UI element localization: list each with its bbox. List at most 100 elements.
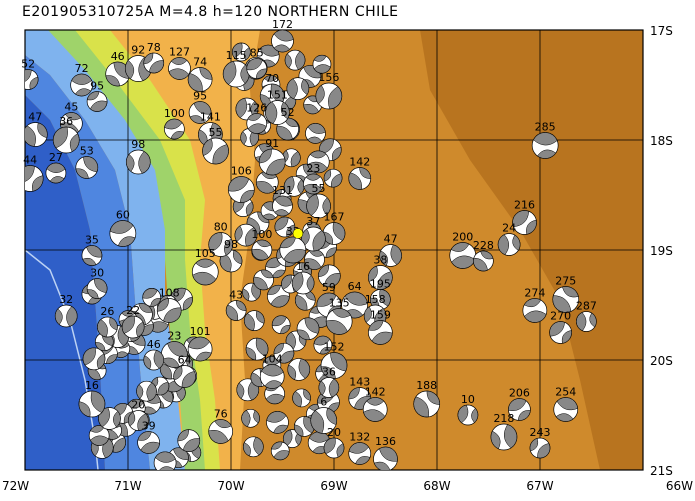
event-depth-label: 159 bbox=[370, 309, 391, 322]
beachball bbox=[296, 317, 320, 341]
beachball bbox=[143, 52, 165, 74]
beachball bbox=[271, 30, 294, 53]
event-depth-label: 254 bbox=[555, 386, 576, 399]
beachball bbox=[449, 242, 477, 269]
beachball bbox=[265, 100, 290, 125]
beachball bbox=[245, 337, 269, 361]
beachball bbox=[156, 298, 182, 323]
beachball bbox=[231, 42, 251, 62]
beachball bbox=[208, 232, 234, 257]
beachball bbox=[259, 364, 285, 389]
event-depth-label: 46 bbox=[147, 338, 161, 351]
event-depth-label: 115 bbox=[226, 49, 247, 62]
beachball bbox=[191, 258, 219, 286]
beachball bbox=[318, 138, 342, 162]
beachball bbox=[292, 388, 311, 408]
beachball bbox=[283, 175, 305, 197]
beachball bbox=[310, 407, 338, 434]
beachball bbox=[552, 286, 580, 313]
event-depth-label: 218 bbox=[493, 412, 514, 425]
beachball bbox=[246, 58, 268, 79]
beachball bbox=[490, 423, 518, 451]
longitude-tick-label: 67W bbox=[526, 479, 553, 493]
focal-mechanism-events bbox=[25, 30, 597, 470]
beachball bbox=[52, 126, 80, 154]
event-depth-label: 76 bbox=[214, 408, 228, 421]
event-depth-label: 47 bbox=[28, 111, 42, 124]
beachball bbox=[286, 77, 310, 100]
beachball bbox=[368, 320, 393, 345]
beachball bbox=[273, 342, 295, 364]
beachball bbox=[78, 390, 106, 418]
event-depth-label: 30 bbox=[90, 267, 104, 280]
event-depth-label: 16 bbox=[296, 260, 310, 273]
event-depth-label: 106 bbox=[231, 165, 252, 178]
latitude-tick-label: 18S bbox=[650, 134, 673, 148]
event-depth-label: 32 bbox=[59, 293, 73, 306]
event-depth-label: 158 bbox=[365, 293, 386, 306]
beachball bbox=[318, 377, 340, 398]
beachball bbox=[81, 245, 103, 266]
longitude-tick-label: 71W bbox=[114, 479, 141, 493]
latitude-tick-label: 19S bbox=[650, 244, 673, 258]
event-depth-label: 70 bbox=[265, 72, 279, 85]
beachball bbox=[173, 365, 196, 388]
beachball bbox=[313, 335, 333, 355]
event-depth-label: 55 bbox=[209, 126, 223, 139]
latitude-tick-label: 20S bbox=[650, 354, 673, 368]
beachball bbox=[251, 239, 273, 261]
beachball bbox=[25, 122, 48, 147]
beachball bbox=[512, 210, 537, 235]
event-depth-label: 39 bbox=[142, 420, 156, 433]
beachball bbox=[457, 404, 479, 426]
event-depth-label: 22 bbox=[126, 304, 140, 317]
beachball bbox=[164, 118, 185, 140]
beachball bbox=[272, 195, 293, 217]
event-depth-label: 275 bbox=[555, 275, 576, 288]
event-depth-label: 53 bbox=[80, 145, 94, 158]
event-depth-label: 156 bbox=[318, 71, 339, 84]
beachball bbox=[315, 82, 343, 110]
event-depth-label: 200 bbox=[452, 231, 473, 244]
beachball bbox=[98, 407, 121, 430]
beachball bbox=[177, 429, 201, 452]
beachball bbox=[227, 176, 255, 203]
beachball bbox=[142, 288, 162, 307]
event-depth-label: 287 bbox=[576, 300, 597, 313]
beachball bbox=[306, 150, 330, 174]
event-depth-label: 188 bbox=[416, 379, 437, 392]
beachball bbox=[368, 265, 393, 290]
event-depth-label: 36 bbox=[322, 366, 336, 379]
beachball bbox=[305, 123, 326, 144]
beachball bbox=[266, 411, 289, 434]
beachball bbox=[497, 233, 521, 256]
beachball bbox=[306, 193, 331, 219]
event-depth-label: 44 bbox=[23, 154, 37, 167]
event-depth-label: 37 bbox=[306, 215, 320, 228]
beachball bbox=[575, 311, 597, 332]
event-depth-label: 108 bbox=[159, 287, 180, 300]
event-depth-label: 55 bbox=[312, 182, 326, 195]
beachball bbox=[246, 113, 268, 134]
event-depth-label: 20 bbox=[131, 399, 145, 412]
latitude-tick-label: 21S bbox=[650, 464, 673, 478]
beachball bbox=[137, 431, 160, 454]
beachball bbox=[341, 291, 368, 319]
event-depth-label: 23 bbox=[306, 162, 320, 175]
beachball bbox=[136, 380, 157, 402]
beachball bbox=[86, 91, 108, 112]
beachball bbox=[473, 250, 494, 272]
beachball bbox=[279, 236, 307, 264]
event-depth-label: 216 bbox=[514, 199, 535, 212]
event-depth-label: 10 bbox=[461, 393, 475, 406]
beachball bbox=[318, 264, 341, 288]
event-depth-label: 64 bbox=[348, 280, 362, 293]
event-depth-label: 143 bbox=[349, 376, 370, 389]
beachball bbox=[325, 308, 353, 335]
event-depth-label: 167 bbox=[324, 211, 345, 224]
beachball bbox=[54, 304, 78, 328]
event-depth-label: 243 bbox=[530, 426, 551, 439]
event-depth-label: 136 bbox=[375, 435, 396, 448]
